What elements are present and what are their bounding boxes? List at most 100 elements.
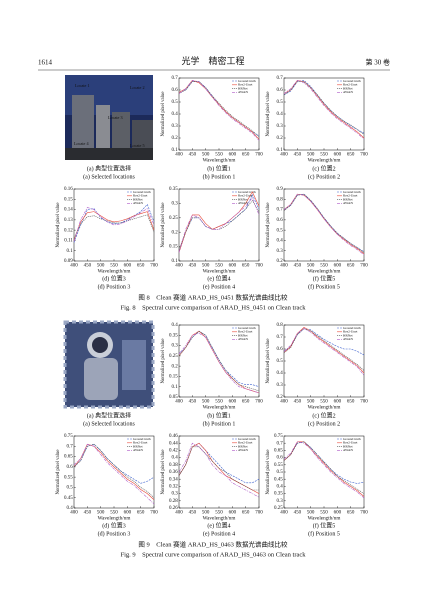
series-line [178,330,260,392]
photo-night-scene [65,75,153,160]
legend-label: Res2-Unet [238,194,253,198]
series-line [178,199,260,250]
y-tick-label: 0.3 [277,383,284,388]
x-tick-label: 400 [280,400,288,405]
y-axis-label: Normalized pixel value [161,202,166,247]
x-tick-label: 600 [229,400,237,405]
legend-label: Res2-Unet [238,83,253,87]
x-tick-label: 600 [334,153,342,158]
y-tick-label: 0.2 [172,230,179,235]
x-tick-label: 400 [280,264,288,269]
x-tick-label: 400 [280,511,288,516]
y-tick-label: 0.1 [67,249,74,254]
legend-label: AWAN [343,337,353,341]
legend-label: HRNet [133,197,143,201]
series-line [178,80,260,141]
legend-label: AWAN [238,201,248,205]
x-tick-label: 550 [215,400,223,405]
series-line [178,81,260,138]
x-tick-label: 450 [294,400,302,405]
legend-label: HRNet [238,197,248,201]
figure-caption-cn: 图 9 Clean 赛道 ARAD_HS_0463 数据光谱曲线比较 [138,539,288,548]
legend-label: HRNet [238,333,248,337]
x-tick-label: 550 [320,153,328,158]
x-tick-label: 650 [347,400,355,405]
x-tick-label: 550 [110,511,118,516]
legend-label: HRNet [343,333,353,337]
y-axis-label: Normalized pixel value [266,449,271,494]
subfigure-caption-en: (c) Position 2 [308,420,340,427]
series-line [178,332,260,394]
series-line [178,446,259,491]
legend-label: Res2-Unet [343,194,358,198]
x-tick-label: 600 [124,264,132,269]
x-tick-label: 400 [175,153,183,158]
subfigure-caption-en: (a) Selected locations [83,420,135,427]
y-tick-label: 0.55 [64,475,73,480]
y-tick-label: 0.3 [172,344,179,349]
y-tick-label: 0.4 [172,323,179,328]
subfigure-caption-cn: (e) 位置4 [207,521,230,529]
x-tick-label: 700 [150,264,158,269]
x-tick-label: 650 [347,511,355,516]
y-axis-label: Normalized pixel value [161,449,166,494]
y-tick-label: 0.65 [274,449,283,454]
x-axis-label: Wavelength/nm [308,405,341,411]
subfigure-caption-cn: (f) 位置5 [313,521,336,529]
x-tick-label: 500 [307,511,315,516]
photo-astronaut-painting [63,320,155,409]
x-tick-label: 600 [334,264,342,269]
x-tick-label: 650 [347,264,355,269]
journal-title: 光学 精密工程 [181,55,244,66]
legend-label: AWAN [238,90,248,94]
series-line [73,211,155,241]
legend-label: HRNet [343,86,353,90]
y-tick-label: 0.5 [277,228,284,233]
x-tick-label: 600 [229,511,237,516]
legend-label: Ground truth [133,190,151,194]
y-tick-label: 0.8 [277,323,284,328]
y-axis-label: Normalized pixel value [266,338,271,383]
subfigure-caption-en: (b) Position 1 [203,420,236,427]
legend-label: Ground truth [343,326,361,330]
x-tick-label: 400 [70,264,78,269]
subfigure-caption-en: (e) Position 4 [203,530,235,537]
y-tick-label: 0.7 [172,76,179,81]
y-tick-label: 0.6 [67,465,74,470]
y-tick-label: 0.28 [169,499,178,504]
y-tick-label: 0.6 [277,347,284,352]
legend-label: Ground truth [343,79,361,83]
x-tick-label: 500 [97,511,105,516]
y-tick-label: 0.5 [67,486,74,491]
y-tick-label: 0.16 [64,187,73,192]
x-axis-label: Wavelength/nm [98,269,131,275]
x-tick-label: 600 [334,400,342,405]
series-line [73,443,155,505]
x-tick-label: 450 [294,511,302,516]
x-tick-label: 450 [294,153,302,158]
series-line [178,442,260,498]
legend-label: Ground truth [133,437,151,441]
y-tick-label: 0.11 [64,239,73,244]
x-tick-label: 550 [320,511,328,516]
x-axis-label: Wavelength/nm [308,516,341,522]
x-tick-label: 550 [320,400,328,405]
y-tick-label: 0.35 [169,187,178,192]
y-tick-label: 0.4 [67,506,74,511]
y-axis-label: Normalized pixel value [266,91,271,136]
subfigure-caption-cn: (d) 位置3 [102,521,126,529]
legend-label: Ground truth [238,437,256,441]
x-tick-label: 650 [347,153,355,158]
x-axis-label: Wavelength/nm [203,269,236,275]
subfigure-caption-cn: (a) 典型位置选择 [87,164,131,172]
legend-label: Res2-Unet [238,330,253,334]
y-tick-label: 0.7 [277,335,284,340]
x-tick-label: 500 [202,264,210,269]
y-tick-label: 0.05 [169,395,178,400]
legend-label: HRNet [238,86,248,90]
series-line [73,203,155,243]
y-tick-label: 0.09 [64,259,73,264]
x-tick-label: 450 [189,400,197,405]
y-tick-label: 0.4 [172,112,179,117]
location-label: Locate 3 [108,115,123,120]
